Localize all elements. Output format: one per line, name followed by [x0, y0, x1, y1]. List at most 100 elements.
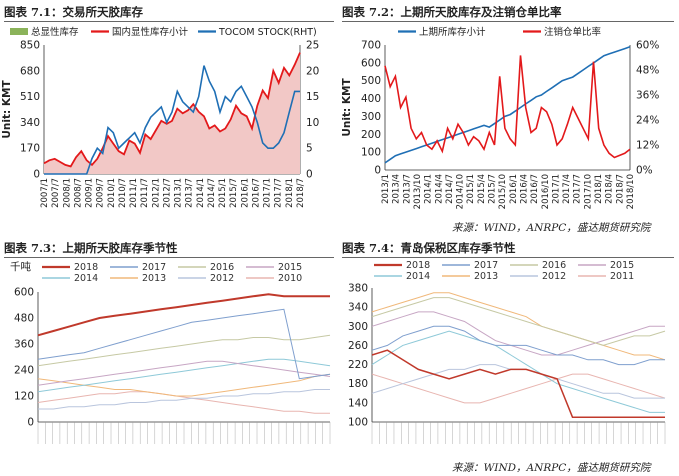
p4-series-2015	[371, 311, 665, 356]
p1-legend-label: 国内显性库存小计	[112, 26, 189, 38]
p1-y2-tick-label: 25	[306, 40, 319, 52]
chart-title: 交易所天胶库存	[62, 5, 144, 19]
p2-y2-tick-label: 12%	[636, 140, 659, 152]
p2-y-tick-label: 500	[361, 75, 381, 87]
p1-x-tick-label: 2008/7	[73, 178, 83, 208]
p1-y-tick-label: 680	[20, 65, 40, 77]
p1-x-tick-label: 2007/7	[51, 178, 61, 208]
p2-x-tick-label: 2016/10	[541, 174, 551, 209]
p4-series-2016	[371, 297, 666, 346]
p3-legend-label: 2017	[142, 262, 166, 273]
p1-y-tick-label: 0	[33, 169, 40, 181]
source-note-top: 来源：WIND，ANRPC，盛达期货研究院	[452, 222, 651, 234]
p2-x-tick-label: 2015/4	[477, 174, 487, 204]
p1-x-tick-label: 2013/7	[185, 178, 195, 208]
p1-x-tick-label: 2016/1	[240, 178, 250, 208]
p2-y-tick-label: 700	[361, 40, 381, 52]
p2-x-tick-label: 2017/7	[573, 174, 583, 204]
p2-x-tick-label: 2014/10	[456, 174, 466, 209]
p3-series-2016	[37, 334, 331, 367]
p1-x-tick-label: 2016/7	[251, 178, 261, 208]
p2-x-tick-label: 2017/4	[562, 174, 572, 204]
p4-y-tick-label: 220	[348, 359, 368, 371]
p2-legend-label: 注销仓单比率	[544, 26, 602, 38]
p4-series-2013	[371, 292, 666, 361]
p1-y-tick-label: 510	[20, 91, 40, 103]
p3-legend-label: 2018	[74, 262, 98, 273]
p4-y-tick-label: 100	[348, 417, 368, 429]
p1-y-tick-label: 850	[20, 40, 40, 52]
p2-y-tick-label: 200	[361, 129, 381, 141]
p2-x-tick-label: 2016/1	[509, 174, 519, 204]
p1-y2-tick-label: 20	[306, 65, 319, 77]
p4-y-tick-label: 260	[348, 340, 368, 352]
p1-x-tick-label: 2009/1	[85, 178, 95, 208]
p1-x-tick-label: 2014/1	[196, 178, 206, 208]
figure-label: 图表 7.2：	[342, 5, 401, 19]
p2-x-tick-label: 2015/1	[466, 174, 476, 204]
figure-label: 图表 7.3：	[4, 241, 63, 255]
p2-x-tick-label: 2018/7	[615, 174, 625, 204]
p4-y-tick-label: 140	[348, 397, 368, 409]
p4-legend-label: 2014	[406, 271, 430, 282]
p3-y-tick-label: 360	[14, 339, 34, 351]
p3-series-2015	[37, 360, 331, 386]
p3-y-tick-label: 0	[27, 417, 34, 429]
p2-x-tick-label: 2013/7	[402, 174, 412, 204]
p3-series-2013	[37, 373, 331, 397]
p2-y2-tick-label: 0%	[636, 165, 653, 177]
p4-y-tick-label: 180	[348, 378, 368, 390]
p3-y-tick-label: 120	[14, 391, 34, 403]
figure-label: 图表 7.1：	[4, 5, 63, 19]
p2-ratio-line	[384, 55, 631, 159]
p1-x-tick-label: 2011/7	[140, 178, 150, 208]
title-rule	[4, 21, 334, 22]
p1-domestic-area	[44, 52, 300, 174]
p1-y2-tick-label: 10	[306, 117, 319, 129]
p2-x-tick-label: 2014/4	[434, 174, 444, 204]
p3-legend-label: 2015	[278, 262, 302, 273]
p2-y2-tick-label: 36%	[636, 90, 659, 102]
p2-inventory-line	[384, 46, 631, 164]
p1-y-tick-label: 170	[20, 143, 40, 155]
panel-title-7-1: 图表 7.1：交易所天胶库存	[4, 4, 143, 20]
p2-x-tick-label: 2013/1	[381, 174, 391, 204]
p4-y-tick-label: 300	[348, 321, 368, 333]
p3-legend-label: 2016	[210, 262, 234, 273]
p1-x-tick-label: 2011/1	[129, 178, 139, 208]
p3-legend-label: 2013	[142, 273, 166, 284]
p2-x-tick-label: 2017/1	[551, 174, 561, 204]
p1-x-tick-label: 2010/1	[107, 178, 117, 208]
p2-x-tick-label: 2014/1	[424, 174, 434, 204]
p2-x-tick-label: 2014/7	[445, 174, 455, 204]
p2-x-tick-label: 2013/10	[413, 174, 423, 209]
p3-series-2017	[37, 308, 331, 380]
p1-legend-label: TOCOM STOCK(RHT)	[218, 27, 317, 38]
p4-y-tick-label: 380	[348, 283, 368, 295]
p4-legend-label: 2015	[610, 260, 634, 271]
p4-legend-label: 2018	[406, 260, 430, 271]
p2-x-tick-label: 2013/4	[392, 174, 402, 204]
p1-x-tick-label: 2017/7	[274, 178, 284, 208]
p4-y-tick-label: 340	[348, 302, 368, 314]
chart-title: 上期所天胶库存及注销仓单比率	[400, 5, 562, 19]
p4-series-2014	[371, 330, 665, 413]
p2-x-tick-label: 2015/7	[488, 174, 498, 204]
p1-x-tick-label: 2015/1	[218, 178, 228, 208]
p1-x-tick-label: 2008/1	[62, 178, 72, 208]
p2-x-tick-label: 2015/10	[498, 174, 508, 209]
p4-legend-label: 2011	[610, 271, 634, 282]
p1-y-tick-label: 340	[20, 117, 40, 129]
p2-x-tick-label: 2018/4	[605, 174, 615, 204]
p2-y2-tick-label: 24%	[636, 115, 659, 127]
p4-series-2017	[371, 325, 665, 366]
p1-y2-tick-label: 15	[306, 91, 319, 103]
p2-x-tick-label: 2017/10	[583, 174, 593, 209]
p2-y-tick-label: 400	[361, 93, 381, 105]
p4-series-2018	[371, 349, 665, 418]
p1-y2-tick-label: 0	[306, 169, 313, 181]
p3-legend-label: 2012	[210, 273, 234, 284]
p3-series-2012	[38, 389, 330, 410]
p3-y-tick-label: 600	[14, 287, 34, 299]
